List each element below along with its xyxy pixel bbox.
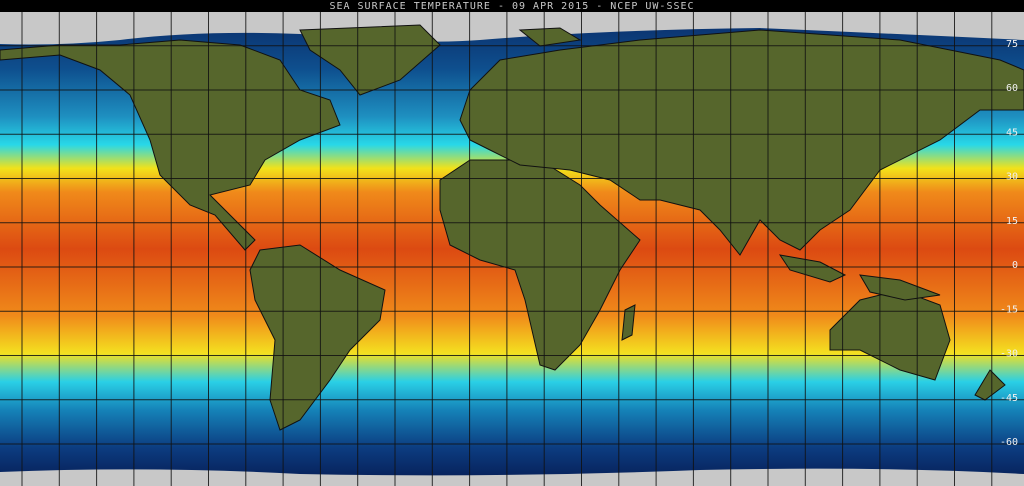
map-title: SEA SURFACE TEMPERATURE - 09 APR 2015 - … bbox=[329, 1, 694, 12]
latitude-label: 75 bbox=[1006, 39, 1018, 50]
latitude-label: 30 bbox=[1006, 172, 1018, 183]
land bbox=[0, 24, 1024, 431]
graticule bbox=[0, 12, 1024, 486]
latitude-label: 60 bbox=[1006, 83, 1018, 94]
latitude-label: 45 bbox=[1006, 127, 1018, 138]
latitude-label: 0 bbox=[1012, 260, 1018, 271]
title-bar bbox=[0, 0, 1024, 12]
latitude-label: -60 bbox=[1000, 437, 1018, 448]
latitude-label: 15 bbox=[1006, 216, 1018, 227]
latitude-label: -45 bbox=[1000, 393, 1018, 404]
latitude-label: -30 bbox=[1000, 349, 1018, 360]
latitude-label: -15 bbox=[1000, 304, 1018, 315]
